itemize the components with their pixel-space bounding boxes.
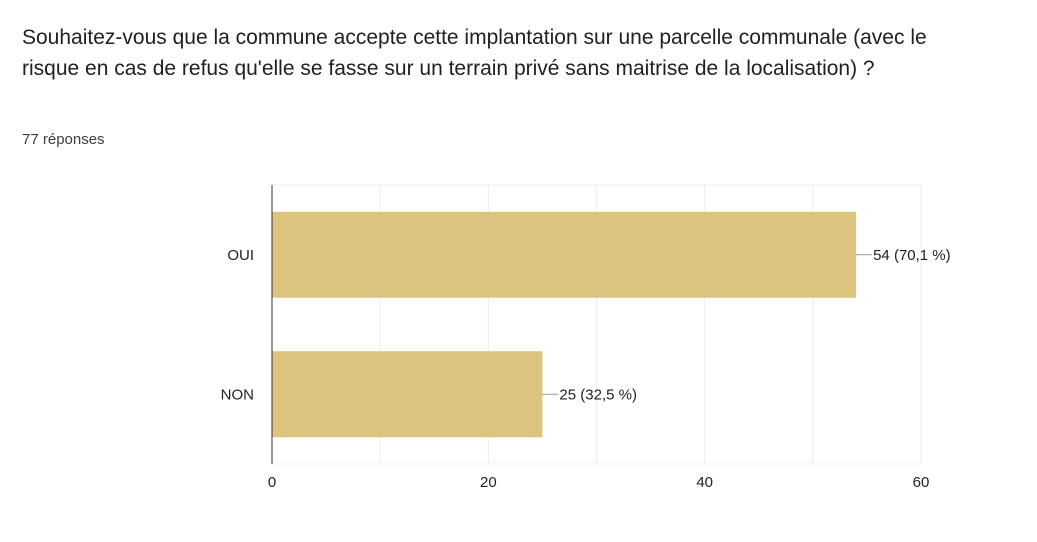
chart-bars: [272, 211, 857, 438]
x-tick-label-40: 40: [696, 474, 713, 491]
chart-label-leaders: [542, 254, 873, 395]
chart-category-labels: OUI NON: [221, 247, 254, 404]
x-tick-label-0: 0: [268, 474, 276, 491]
category-label-non: NON: [221, 386, 254, 403]
chart-data-labels: 54 (70,1 %) 25 (32,5 %): [559, 247, 950, 404]
x-tick-label-20: 20: [480, 474, 497, 491]
bar-non: [272, 351, 543, 438]
data-label-non: 25 (32,5 %): [559, 386, 637, 403]
response-count: 77 réponses: [22, 131, 105, 148]
bar-oui: [272, 211, 857, 298]
question-title: Souhaitez-vous que la commune accepte ce…: [22, 26, 927, 80]
category-label-oui: OUI: [227, 247, 254, 264]
chart-tick-labels: 0 20 40 60: [268, 474, 930, 491]
data-label-oui: 54 (70,1 %): [873, 247, 951, 264]
x-tick-label-60: 60: [913, 474, 930, 491]
